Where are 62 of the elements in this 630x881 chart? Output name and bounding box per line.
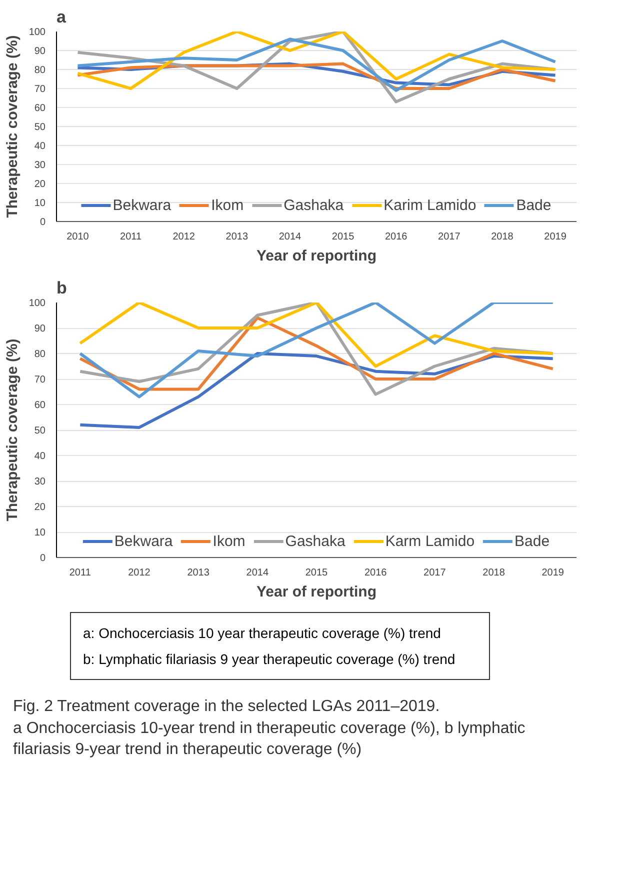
legend-label: Karm Lamido — [385, 532, 475, 550]
x-tick-label: 2014 — [246, 568, 269, 578]
y-tick-label: 20 — [34, 179, 46, 190]
chart-title: a — [56, 8, 66, 26]
y-axis-title: Therapeutic coverage (%) — [4, 35, 21, 218]
legend-label: Bade — [514, 532, 550, 550]
legend-label: Bade — [516, 196, 552, 214]
y-tick-label: 100 — [28, 298, 46, 309]
x-tick-label: 2015 — [305, 568, 328, 578]
y-tick-label: 90 — [34, 46, 46, 57]
x-tick-label: 2016 — [384, 232, 408, 242]
y-tick-label: 80 — [34, 349, 46, 360]
legend-label: Bekwara — [112, 196, 172, 214]
y-tick-label: 60 — [34, 400, 46, 411]
y-tick-label: 80 — [34, 65, 46, 76]
x-tick-label: 2016 — [364, 568, 388, 578]
x-tick-label: 2013 — [187, 568, 210, 578]
y-tick-label: 30 — [34, 476, 46, 488]
y-tick-label: 0 — [40, 553, 46, 564]
caption: Fig. 2 Treatment coverage in the selected LGAs 2011–2019. — [13, 697, 441, 717]
x-tick-label: 2012 — [128, 568, 151, 578]
x-tick-label: 2017 — [424, 568, 446, 578]
y-tick-label: 70 — [34, 84, 46, 95]
legend-label: Bekwara — [114, 532, 173, 550]
x-axis-title: Year of reporting — [256, 584, 377, 600]
y-axis-title: Therapeutic coverage (%) — [4, 338, 21, 522]
legend-label: Karim Lamido — [384, 196, 476, 214]
legend-label: Ikom — [211, 196, 244, 214]
x-tick-label: 2010 — [66, 232, 90, 242]
y-tick-label: 100 — [28, 27, 46, 38]
y-tick-label: 50 — [34, 122, 46, 133]
x-tick-label: 2015 — [332, 232, 355, 242]
legend-label: Gashaka — [285, 532, 346, 550]
y-tick-label: 10 — [34, 528, 46, 538]
chart-title: b — [56, 278, 67, 298]
y-tick-label: 60 — [34, 103, 46, 114]
y-tick-label: 50 — [34, 426, 46, 436]
line-series — [78, 302, 554, 368]
y-tick-label: 90 — [34, 324, 46, 334]
y-tick-label: 10 — [34, 198, 46, 209]
y-tick-label: 30 — [34, 160, 46, 171]
x-tick-label: 2019 — [544, 232, 567, 242]
x-axis-title: Year of reporting — [256, 248, 377, 264]
legend-label: Ikom — [212, 532, 246, 550]
y-tick-label: 70 — [34, 374, 46, 386]
x-tick-label: 2017 — [438, 232, 461, 242]
x-tick-label: 2013 — [226, 232, 248, 242]
x-tick-label: 2011 — [69, 568, 92, 578]
text: a: Onchocerciasis 10 year therapeutic coverage (%) trend — [83, 624, 442, 643]
x-tick-label: 2019 — [542, 568, 564, 578]
y-tick-label: 40 — [34, 141, 46, 152]
legend-label: Gashaka — [284, 196, 344, 214]
y-tick-label: 0 — [40, 217, 46, 228]
text: a Onchocerciasis 10-year trend in therapeutic coverage (%), b lymphatic filariasis 9-year trend in therapeutic coverage (%) — [13, 718, 526, 760]
x-tick-label: 2011 — [120, 232, 142, 242]
x-tick-label: 2018 — [491, 232, 514, 242]
y-tick-label: 20 — [34, 502, 46, 513]
x-tick-label: 2012 — [172, 232, 196, 242]
y-tick-label: 40 — [34, 451, 46, 462]
x-tick-label: 2018 — [482, 568, 506, 578]
x-tick-label: 2014 — [278, 232, 302, 242]
text: b: Lymphatic filariasis 9 year therapeutic coverage (%) trend — [83, 650, 456, 669]
